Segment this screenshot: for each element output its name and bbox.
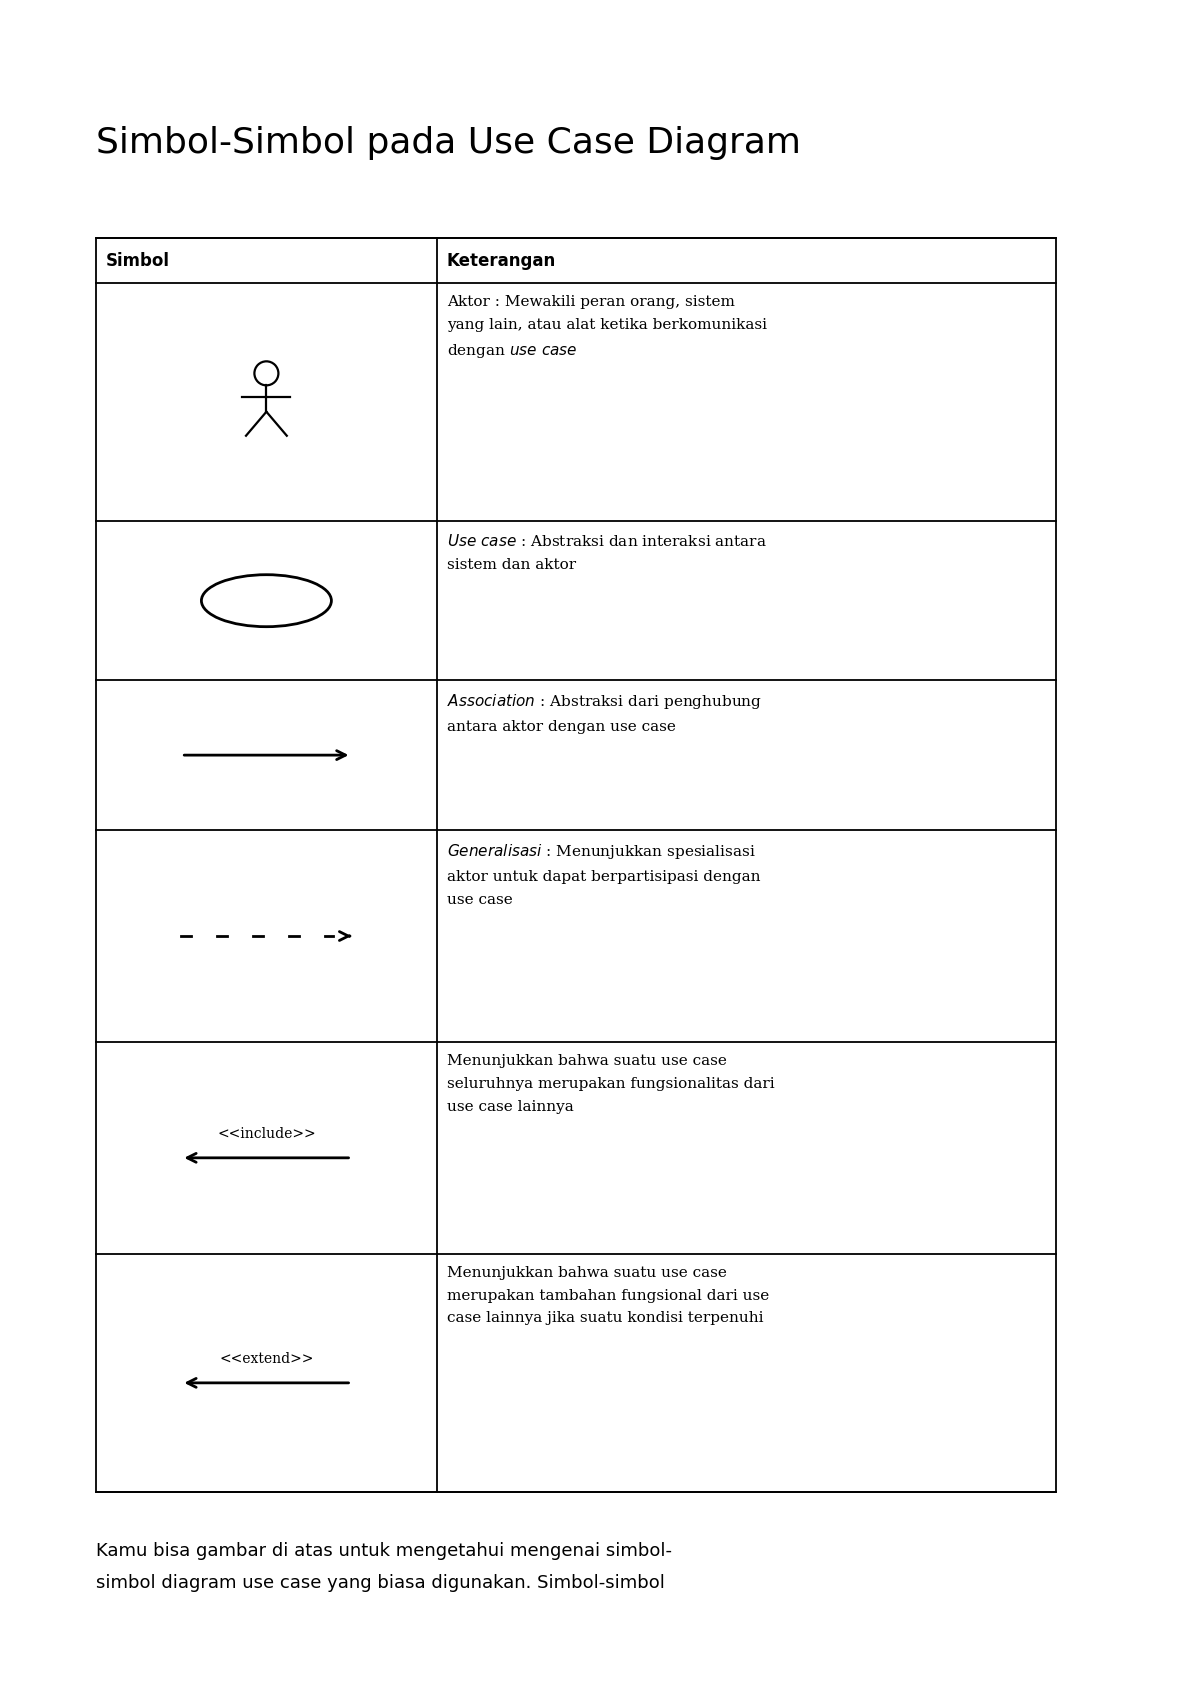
Text: Menunjukkan bahwa suatu use case
merupakan tambahan fungsional dari use
case lai: Menunjukkan bahwa suatu use case merupak… (446, 1265, 769, 1326)
Text: Menunjukkan bahwa suatu use case
seluruhnya merupakan fungsionalitas dari
use ca: Menunjukkan bahwa suatu use case seluruh… (446, 1054, 774, 1114)
Bar (96, 238, 1056, 1493)
Text: $\mathit{Generalisasi}$ : Menunjukkan spesialisasi
aktor untuk dapat berpartisip: $\mathit{Generalisasi}$ : Menunjukkan sp… (446, 842, 761, 907)
Text: <<extend>>: <<extend>> (220, 1352, 313, 1365)
Text: Simbol: Simbol (106, 251, 170, 270)
Text: Aktor : Mewakili peran orang, sistem
yang lain, atau alat ketika berkomunikasi
d: Aktor : Mewakili peran orang, sistem yan… (446, 295, 767, 360)
Text: Simbol-Simbol pada Use Case Diagram: Simbol-Simbol pada Use Case Diagram (96, 126, 802, 160)
Text: Kamu bisa gambar di atas untuk mengetahui mengenai simbol-
simbol diagram use ca: Kamu bisa gambar di atas untuk mengetahu… (96, 1542, 672, 1593)
Text: $\mathit{Use\ case}$ : Abstraksi dan interaksi antara
sistem dan aktor: $\mathit{Use\ case}$ : Abstraksi dan int… (446, 533, 767, 572)
Text: Keterangan: Keterangan (446, 251, 556, 270)
Text: <<include>>: <<include>> (217, 1127, 316, 1141)
Text: $\mathit{Association}$ : Abstraksi dari penghubung
antara aktor dengan use case: $\mathit{Association}$ : Abstraksi dari … (446, 693, 762, 734)
